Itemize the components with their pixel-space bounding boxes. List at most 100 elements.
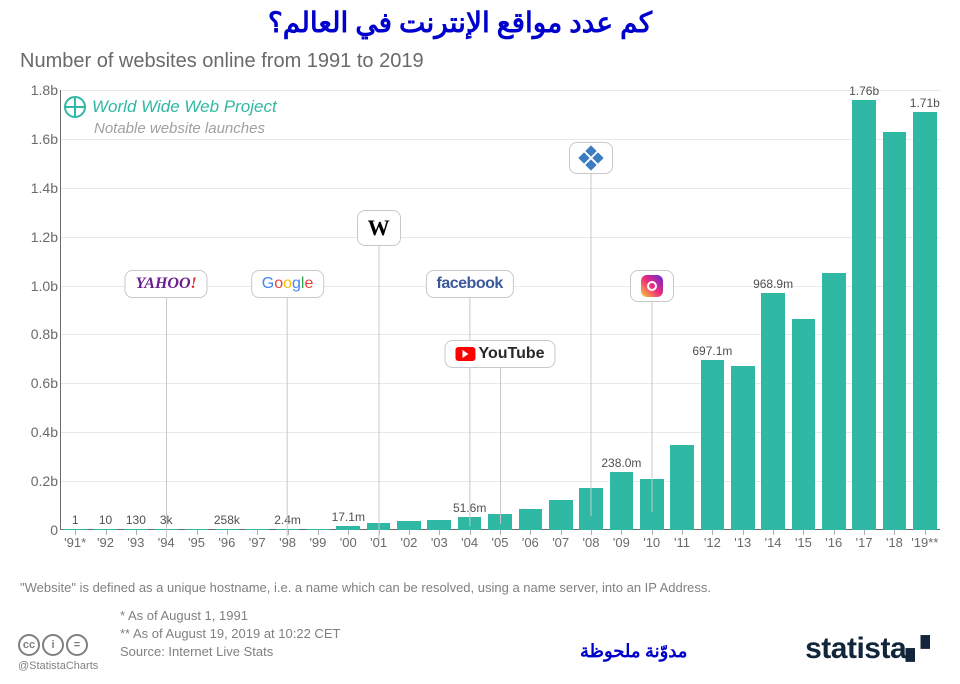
x-label: '95	[181, 535, 211, 550]
bar-value-label: 1.76b	[849, 84, 879, 98]
facebook-logo: facebook	[426, 270, 514, 298]
cc-license-icons: cc i =	[18, 634, 88, 656]
y-tick: 1.0b	[12, 278, 58, 294]
cc-nd-icon: =	[66, 634, 88, 656]
bar-slot	[394, 90, 424, 530]
callout-diamond	[569, 142, 613, 174]
bar-slot: 130	[121, 90, 151, 530]
x-label: '92	[90, 535, 120, 550]
bar-slot: 1	[60, 90, 90, 530]
x-label: '96	[212, 535, 242, 550]
youtube-logo: YouTube	[444, 340, 555, 368]
bar	[761, 293, 785, 530]
y-tick: 0.8b	[12, 326, 58, 342]
bar-slot	[424, 90, 454, 530]
title-arabic: كم عدد مواقع الإنترنت في العالم؟	[0, 6, 920, 40]
x-label: '15	[788, 535, 818, 550]
x-label: '13	[728, 535, 758, 550]
instagram-logo	[630, 270, 674, 302]
bar-slot	[667, 90, 697, 530]
x-label: '07	[546, 535, 576, 550]
callout-stem	[287, 298, 288, 536]
diamond-logo	[569, 142, 613, 174]
bar	[549, 500, 573, 530]
x-label: '06	[515, 535, 545, 550]
bar	[792, 319, 816, 530]
bar	[610, 472, 634, 530]
bar-slot	[788, 90, 818, 530]
x-label: '04	[454, 535, 484, 550]
callout-stem	[469, 298, 470, 526]
x-label: '99	[303, 535, 333, 550]
x-label: '08	[576, 535, 606, 550]
y-axis: 00.2b0.4b0.6b0.8b1.0b1.2b1.4b1.6b1.8b	[12, 90, 58, 550]
bar	[731, 366, 755, 531]
bar-slot	[515, 90, 545, 530]
y-tick: 1.6b	[12, 131, 58, 147]
yahoo-logo: YAHOO!	[125, 270, 208, 298]
bar-value-label: 1.71b	[910, 96, 940, 110]
x-label: '10	[637, 535, 667, 550]
x-label: '05	[485, 535, 515, 550]
y-tick: 1.8b	[12, 82, 58, 98]
y-tick: 0.4b	[12, 424, 58, 440]
bar-slot: 697.1m	[697, 90, 727, 530]
callout-stem	[591, 174, 592, 516]
wikipedia-logo: W	[357, 210, 401, 246]
bar-slot: 1.76b	[849, 90, 879, 530]
callout-yahoo: YAHOO!	[125, 270, 208, 298]
bar-value-label: 968.9m	[753, 277, 793, 291]
bar-value-label: 1	[72, 513, 79, 527]
bar-slot	[728, 90, 758, 530]
bar-slot: 17.1m	[333, 90, 363, 530]
x-labels: '91*'92'93'94'95'96'97'98'99'00'01'02'03…	[60, 535, 940, 550]
watermark-arabic: مدوّنة ملحوظة	[580, 641, 687, 662]
bar-value-label: 10	[99, 513, 112, 527]
bar	[913, 112, 937, 530]
y-tick: 0	[12, 522, 58, 538]
google-logo: Google	[251, 270, 325, 298]
x-label: '18	[879, 535, 909, 550]
y-tick: 1.2b	[12, 229, 58, 245]
x-label: '93	[121, 535, 151, 550]
x-label: '02	[394, 535, 424, 550]
cc-by-icon: i	[42, 634, 64, 656]
callout-google: Google	[251, 270, 325, 298]
x-label: '19**	[910, 535, 940, 550]
bar	[701, 360, 725, 530]
bar	[397, 521, 421, 530]
bar-slot	[819, 90, 849, 530]
footnote-source: Source: Internet Live Stats	[120, 644, 273, 659]
bar	[519, 509, 543, 530]
bar-slot	[181, 90, 211, 530]
chart: World Wide Web Project Notable website l…	[60, 90, 940, 550]
y-tick: 0.2b	[12, 473, 58, 489]
callout-instagram	[630, 270, 674, 302]
bar-value-label: 258k	[214, 513, 240, 527]
bar	[427, 520, 451, 530]
bar-slot	[879, 90, 909, 530]
x-label: '09	[606, 535, 636, 550]
twitter-handle: @StatistaCharts	[18, 660, 98, 672]
bar-value-label: 238.0m	[601, 456, 641, 470]
footnote-definition: "Website" is defined as a unique hostnam…	[20, 580, 940, 595]
bar	[852, 100, 876, 530]
statista-logo: statista▖▘	[805, 632, 936, 666]
cc-icon: cc	[18, 634, 40, 656]
x-label: '14	[758, 535, 788, 550]
bar-slot: 10	[90, 90, 120, 530]
bar-slot	[303, 90, 333, 530]
x-label: '11	[667, 535, 697, 550]
x-label: '97	[242, 535, 272, 550]
footnote-star2: ** As of August 19, 2019 at 10:22 CET	[120, 626, 340, 641]
bar-value-label: 17.1m	[332, 510, 365, 524]
subtitle: Number of websites online from 1991 to 2…	[20, 50, 424, 73]
x-label: '03	[424, 535, 454, 550]
x-label: '16	[819, 535, 849, 550]
x-label: '00	[333, 535, 363, 550]
bar-slot: 1.71b	[910, 90, 940, 530]
x-label: '91*	[60, 535, 90, 550]
callout-wikipedia: W	[357, 210, 401, 246]
callout-facebook: facebook	[426, 270, 514, 298]
bar-slot: 258k	[212, 90, 242, 530]
